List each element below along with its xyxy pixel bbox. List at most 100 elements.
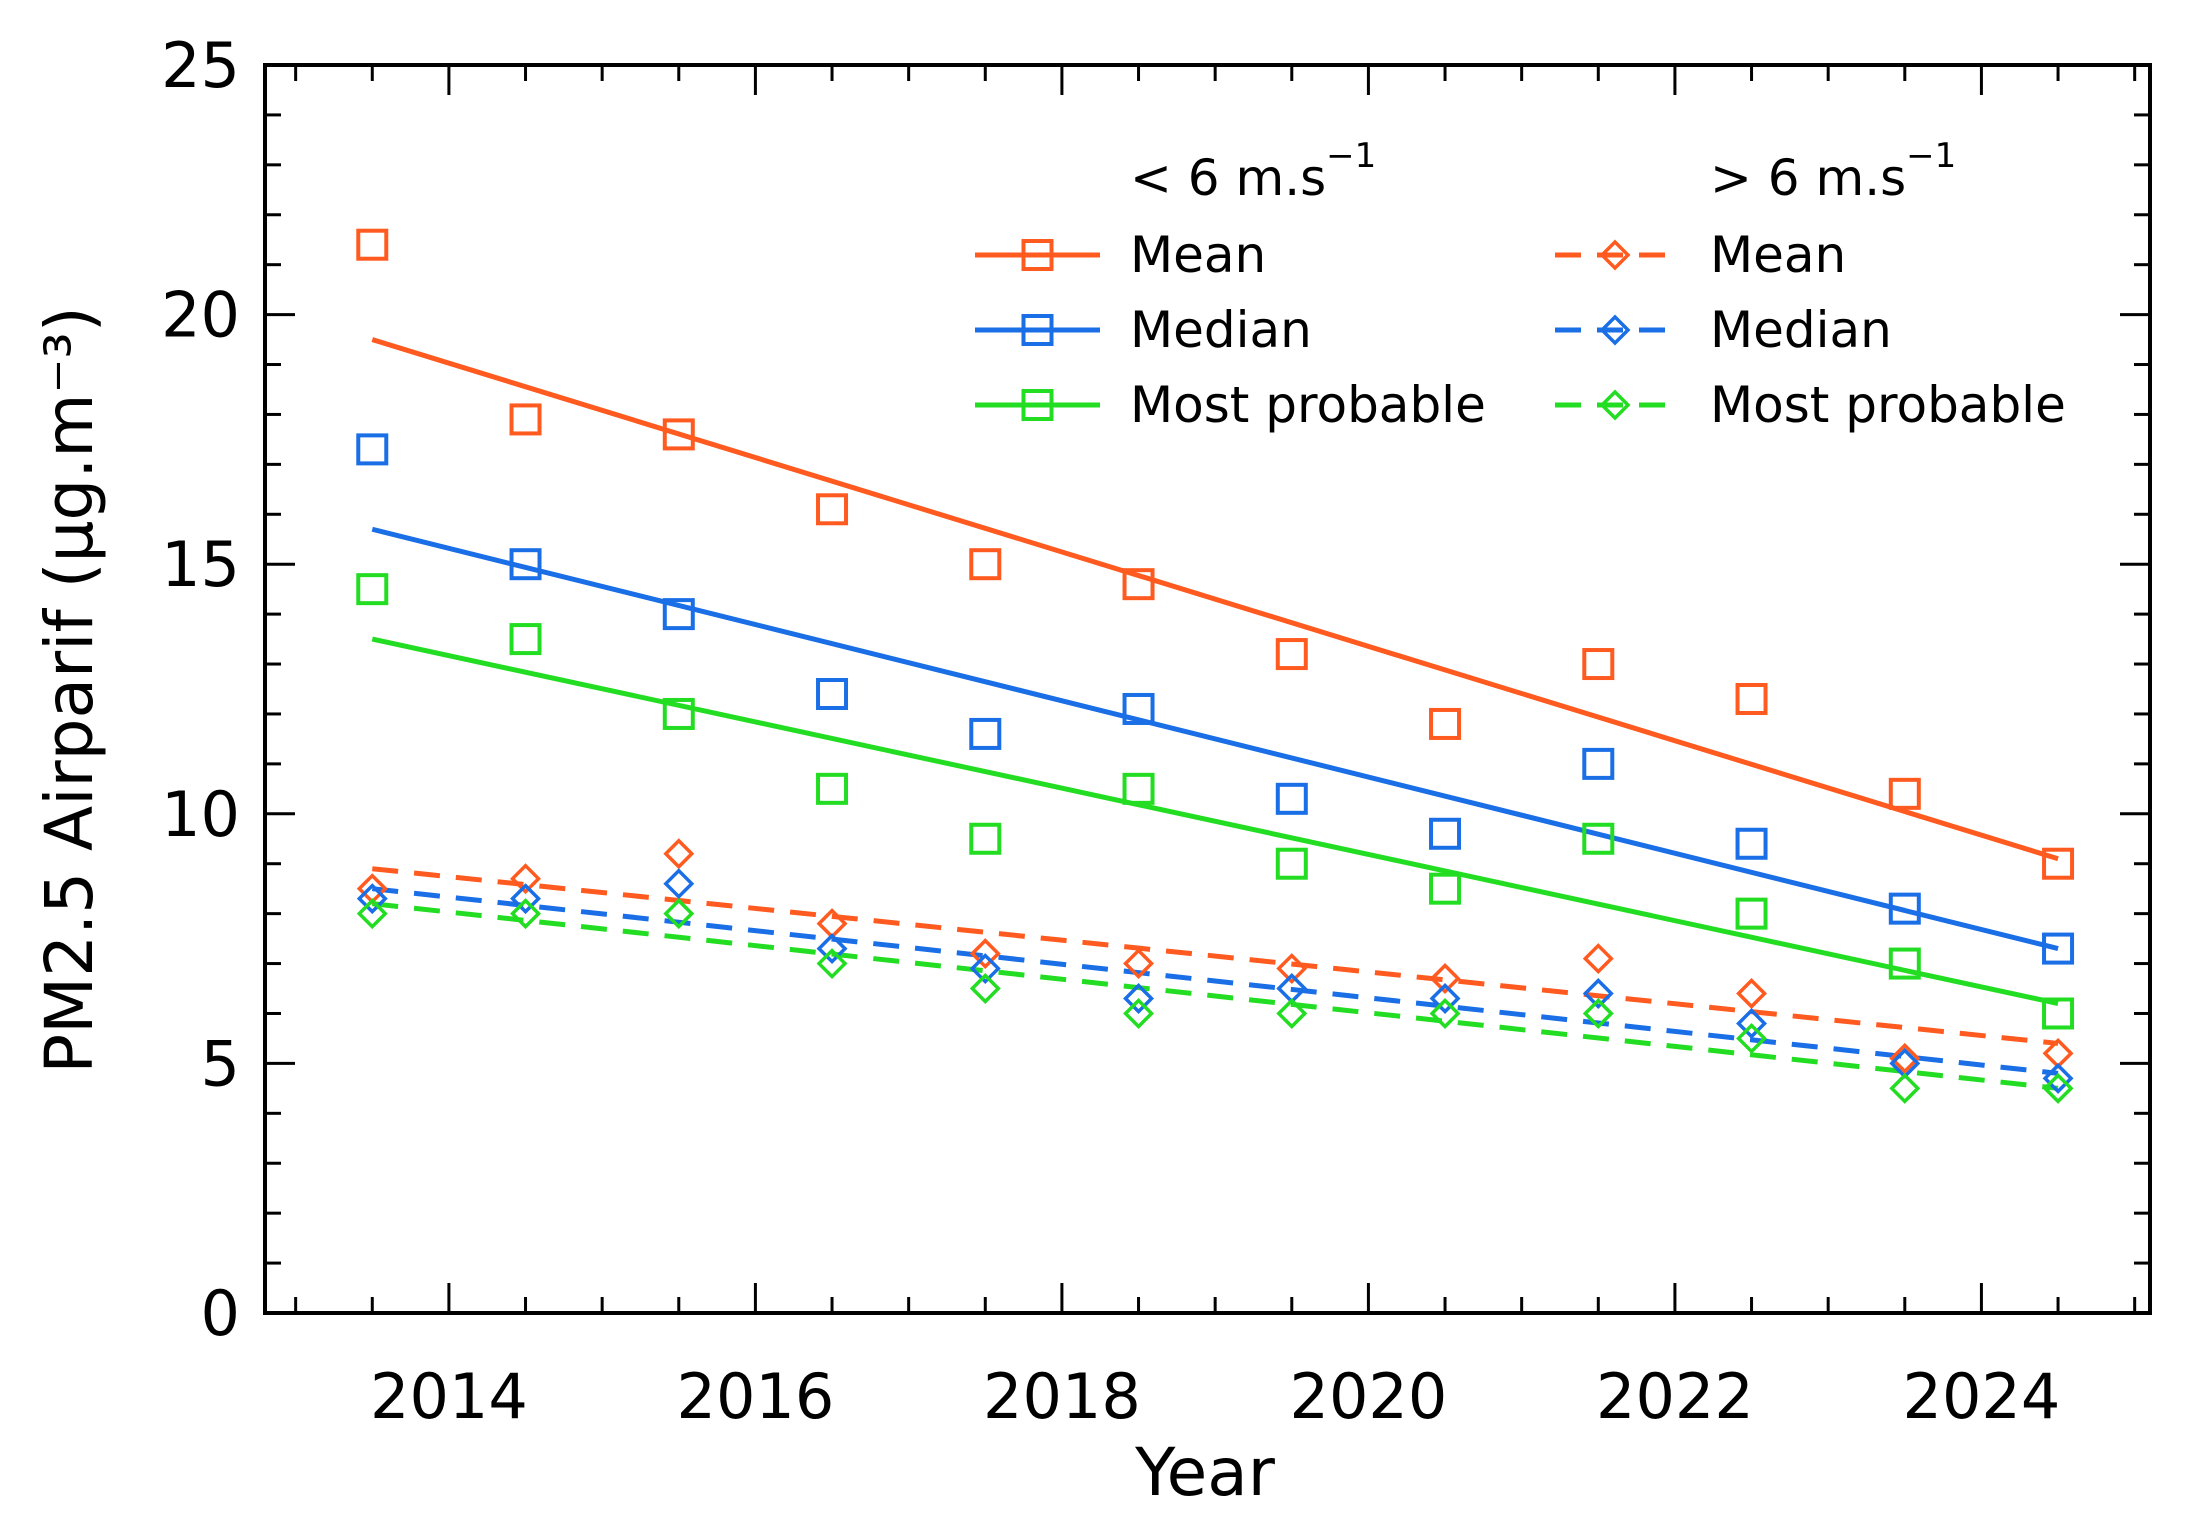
data-markers xyxy=(356,228,2075,1104)
legend-swatch-marker-mean-high-wind xyxy=(1599,239,1631,271)
point-most-probable-low-wind xyxy=(662,697,695,730)
point-most-probable-high-wind xyxy=(1429,998,1461,1029)
point-median-low-wind xyxy=(509,548,542,581)
point-mean-low-wind xyxy=(1582,648,1615,681)
legend-group-low-header: < 6 m.s−1 xyxy=(1130,136,1376,207)
point-median-low-wind xyxy=(2042,932,2075,965)
fit-line-mean-high-wind xyxy=(372,866,2059,1046)
point-most-probable-high-wind xyxy=(510,898,542,930)
x-tick-label: 2018 xyxy=(983,1360,1141,1433)
point-most-probable-high-wind xyxy=(2042,1072,2074,1104)
legend-label-most-probable-high-wind: Most probable xyxy=(1710,376,2066,434)
point-most-probable-high-wind xyxy=(1582,998,1614,1029)
point-mean-low-wind xyxy=(1735,682,1768,715)
point-mean-high-wind xyxy=(663,838,695,870)
point-mean-high-wind xyxy=(1582,943,1614,975)
point-most-probable-low-wind xyxy=(1735,897,1768,930)
x-tick-label: 2024 xyxy=(1903,1360,2061,1433)
point-most-probable-low-wind xyxy=(816,772,849,805)
legend-label-mean-high-wind: Mean xyxy=(1710,226,1846,284)
legend-swatch-marker-median-low-wind xyxy=(1021,314,1054,346)
point-mean-low-wind xyxy=(1888,777,1921,810)
legend-group-high-header: > 6 m.s−1 xyxy=(1710,136,1956,207)
y-tick-label: 15 xyxy=(161,528,240,601)
point-median-low-wind xyxy=(816,677,849,710)
point-median-low-wind xyxy=(1582,747,1615,780)
fit-line-most-probable-high-wind xyxy=(372,901,2059,1091)
point-mean-low-wind xyxy=(1122,568,1155,601)
point-mean-low-wind xyxy=(1275,638,1308,671)
point-mean-high-wind xyxy=(510,863,542,895)
point-mean-high-wind xyxy=(1736,978,1768,1009)
axis-ticks xyxy=(265,63,2150,1315)
fit-line-mean-low-wind xyxy=(371,337,2059,862)
point-most-probable-high-wind xyxy=(969,973,1001,1004)
point-median-high-wind xyxy=(1429,983,1461,1014)
legend-group-low-sup: −1 xyxy=(1326,136,1376,176)
point-mean-low-wind xyxy=(969,548,1002,581)
x-tick-label: 2014 xyxy=(370,1360,528,1433)
point-mean-low-wind xyxy=(2042,847,2075,880)
point-mean-low-wind xyxy=(1429,707,1462,740)
tick-labels: 2014 2016 2018 2020 2022 2024 0 5 10 15 20 25 xyxy=(161,29,2060,1433)
point-most-probable-high-wind xyxy=(1736,1022,1768,1054)
point-mean-high-wind xyxy=(969,938,1001,970)
point-median-low-wind xyxy=(1275,782,1308,815)
x-tick-label: 2020 xyxy=(1290,1360,1448,1433)
legend-swatch-marker-median-high-wind xyxy=(1599,314,1631,346)
point-median-low-wind xyxy=(1735,827,1768,860)
y-tick-label: 20 xyxy=(161,279,240,352)
fit-line-median-high-wind xyxy=(372,886,2059,1076)
point-mean-low-wind xyxy=(356,228,389,261)
point-median-high-wind xyxy=(2042,1062,2074,1094)
y-axis-title: PM2.5 Airparif (μg.m⁻³) xyxy=(31,306,108,1073)
legend-group-high-sup: −1 xyxy=(1906,136,1956,176)
point-mean-high-wind xyxy=(1429,963,1461,995)
plot-frame xyxy=(263,63,2152,1315)
y-tick-label: 10 xyxy=(161,778,240,851)
legend-group-high-prefix: > 6 m.s xyxy=(1710,149,1906,207)
point-mean-high-wind xyxy=(1889,1042,1921,1074)
legend-swatch-marker-mean-low-wind xyxy=(1021,239,1054,271)
point-median-high-wind xyxy=(1582,978,1614,1009)
legend-label-mean-low-wind: Mean xyxy=(1130,226,1266,284)
point-most-probable-high-wind xyxy=(356,898,388,930)
point-most-probable-low-wind xyxy=(2042,997,2075,1030)
x-tick-label: 2022 xyxy=(1596,1360,1754,1433)
point-most-probable-high-wind xyxy=(663,898,695,930)
fit-line-median-low-wind xyxy=(371,526,2059,952)
point-most-probable-high-wind xyxy=(1889,1072,1921,1104)
point-median-high-wind xyxy=(969,953,1001,985)
point-most-probable-low-wind xyxy=(969,822,1002,855)
point-median-high-wind xyxy=(510,883,542,915)
point-most-probable-low-wind xyxy=(509,623,542,656)
point-most-probable-low-wind xyxy=(1275,847,1308,880)
point-mean-high-wind xyxy=(1123,948,1155,980)
fit-line-most-probable-low-wind xyxy=(371,636,2059,1006)
point-mean-low-wind xyxy=(816,493,849,526)
point-most-probable-low-wind xyxy=(1429,872,1462,905)
point-median-high-wind xyxy=(356,883,388,915)
point-most-probable-high-wind xyxy=(1276,998,1308,1029)
x-tick-label: 2016 xyxy=(677,1360,835,1433)
legend-group-low-prefix: < 6 m.s xyxy=(1130,149,1326,207)
x-axis-title: Year xyxy=(1134,1434,1276,1511)
point-median-high-wind xyxy=(1123,983,1155,1014)
point-mean-low-wind xyxy=(509,403,542,436)
point-median-high-wind xyxy=(816,933,848,965)
point-median-low-wind xyxy=(1888,892,1921,925)
point-most-probable-low-wind xyxy=(1122,772,1155,805)
point-most-probable-high-wind xyxy=(816,948,848,980)
point-median-low-wind xyxy=(1429,817,1462,850)
point-mean-low-wind xyxy=(662,418,695,451)
legend-swatch-marker-most-probable-low-wind xyxy=(1021,389,1054,421)
point-mean-high-wind xyxy=(1276,953,1308,985)
point-median-high-wind xyxy=(663,868,695,900)
legend-swatch-marker-most-probable-high-wind xyxy=(1599,389,1631,421)
y-tick-label: 0 xyxy=(201,1277,240,1350)
point-most-probable-low-wind xyxy=(356,573,389,606)
y-tick-label: 25 xyxy=(161,29,240,102)
point-median-low-wind xyxy=(356,433,389,466)
